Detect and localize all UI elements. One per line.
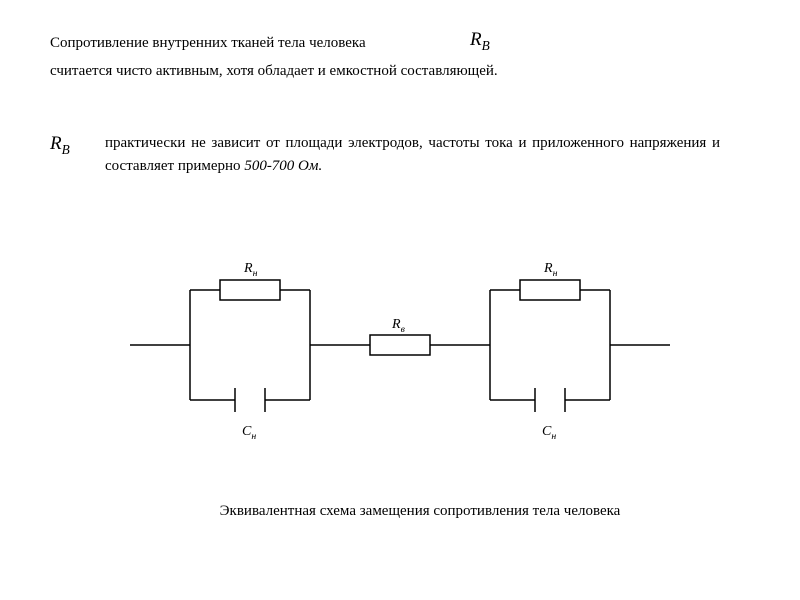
symbol-B-sub-2: B [62,142,70,157]
circuit-svg: Rн Rв Rн Cн Cн [120,250,680,450]
svg-text:Rн: Rн [543,261,558,279]
para-2-emph: 500-700 Ом. [244,158,322,174]
symbol-rb-inline-1: RB [470,26,490,56]
svg-text:Rн: Rн [243,261,258,279]
circuit-diagram: Rн Rв Rн Cн Cн [120,250,680,450]
symbol-B-sub: B [482,38,490,53]
svg-text:Rв: Rв [391,317,406,335]
para-2: практически не зависит от площади электр… [105,132,720,177]
symbol-R-2: R [50,133,62,154]
symbol-R: R [470,29,482,50]
diagram-caption: Эквивалентная схема замещения сопротивле… [140,500,700,523]
intro-line-1: Сопротивление внутренних тканей тела чел… [50,32,460,55]
svg-text:Cн: Cн [242,424,256,442]
symbol-rb-inline-2: RB [50,130,70,160]
svg-text:Cн: Cн [542,424,556,442]
para-2-text: практически не зависит от площади электр… [105,135,720,174]
intro-line-2: считается чисто активным, хотя обладает … [50,60,650,83]
